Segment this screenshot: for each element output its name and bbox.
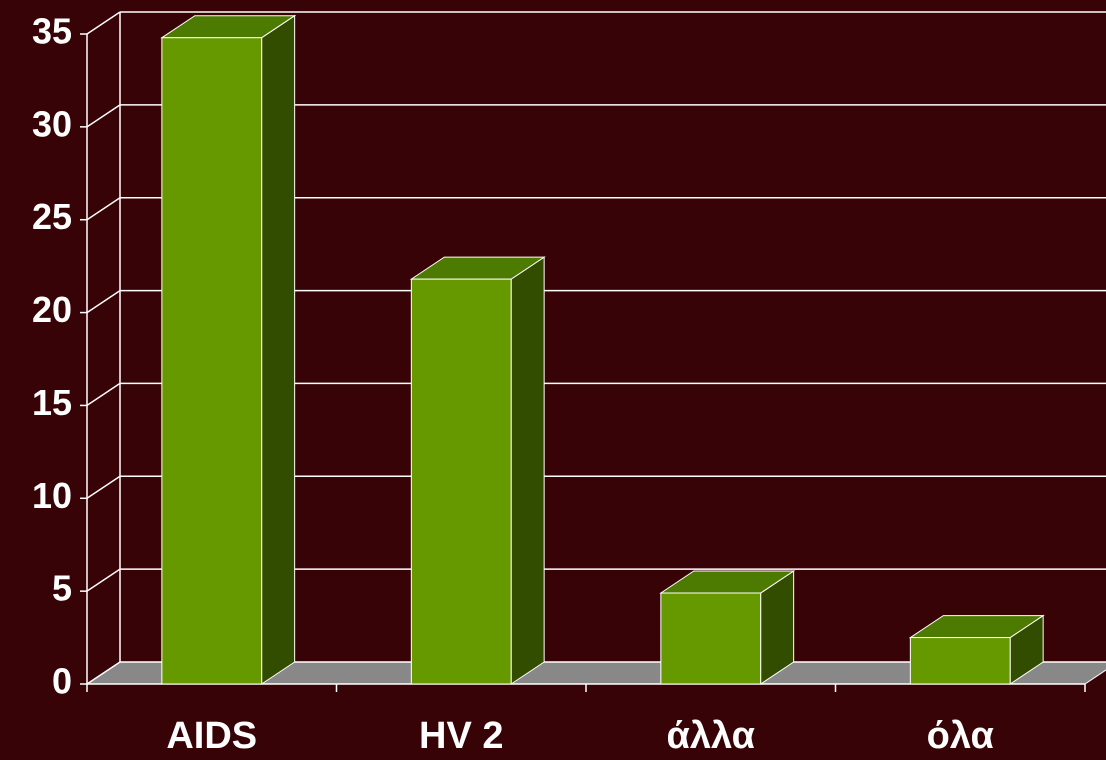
grid-line — [86, 197, 121, 221]
bar — [160, 14, 297, 685]
grid-line — [86, 104, 121, 128]
x-tick-label: όλα — [927, 715, 994, 757]
bar — [659, 570, 796, 685]
grid-line — [86, 382, 121, 407]
y-tick-label: 10 — [32, 475, 72, 516]
x-tick-label: HV 2 — [419, 715, 503, 757]
bar-front — [660, 592, 762, 685]
grid-line — [86, 289, 121, 314]
bar-front — [161, 37, 263, 685]
y-tick-label: 35 — [32, 11, 72, 52]
grid-line — [86, 475, 121, 499]
bar-side — [261, 14, 296, 685]
bar-side — [510, 256, 545, 685]
y-tick-label: 0 — [52, 661, 72, 702]
y-tick-label: 25 — [32, 196, 72, 237]
y-tick-label: 5 — [52, 568, 72, 609]
bar-front — [410, 278, 512, 685]
x-tick-label: άλλα — [666, 715, 755, 757]
y-tick-label: 15 — [32, 382, 72, 423]
x-tick-label: AIDS — [166, 715, 257, 757]
y-tick-label: 20 — [32, 289, 72, 330]
y-tick-label: 30 — [32, 103, 72, 144]
bar — [409, 256, 546, 685]
bar — [908, 614, 1045, 685]
grid-line — [86, 661, 121, 685]
grid-line — [86, 568, 121, 592]
grid-line — [86, 11, 121, 35]
bar-front — [909, 637, 1011, 685]
